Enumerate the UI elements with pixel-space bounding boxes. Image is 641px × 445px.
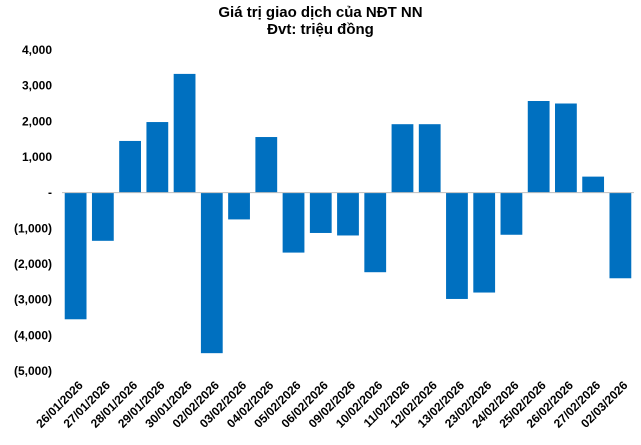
bars (64, 73, 632, 354)
bar (582, 176, 605, 193)
bar (500, 192, 523, 235)
y-tick-label: 1,000 (22, 150, 52, 164)
bar (555, 103, 577, 193)
bar (337, 192, 359, 236)
bar (418, 124, 441, 193)
bar (282, 192, 305, 253)
bar (119, 140, 141, 193)
y-tick-label: (4,000) (14, 328, 52, 342)
y-tick-label: 2,000 (22, 114, 52, 128)
bar (91, 192, 114, 241)
bar (446, 192, 468, 299)
chart-subtitle: Đvt: triệu đồng (267, 21, 374, 38)
y-tick-label: (1,000) (14, 221, 52, 235)
chart-title: Giá trị giao dịch của NĐT NN (218, 4, 423, 21)
y-tick-label: 3,000 (22, 79, 52, 93)
bar (391, 124, 414, 193)
y-tick-label: - (48, 186, 52, 200)
bar (255, 137, 278, 193)
bar (473, 192, 496, 293)
bar (228, 192, 250, 220)
y-tick-label: (5,000) (14, 364, 52, 378)
y-tick-label: (3,000) (14, 293, 52, 307)
bar (527, 101, 550, 193)
bar (173, 73, 196, 193)
bar (309, 192, 332, 233)
bar (200, 192, 223, 354)
bar (609, 192, 632, 279)
x-axis-labels: 26/01/202627/01/202628/01/202629/01/2026… (33, 378, 630, 431)
bar (146, 122, 169, 193)
y-axis-labels: 4,000 3,000 2,000 1,000 - (1,000) (2,000) (3,00… (14, 43, 52, 378)
bar (364, 192, 387, 273)
bar (64, 192, 87, 320)
y-tick-label: 4,000 (22, 43, 52, 57)
y-tick-label: (2,000) (14, 257, 52, 271)
